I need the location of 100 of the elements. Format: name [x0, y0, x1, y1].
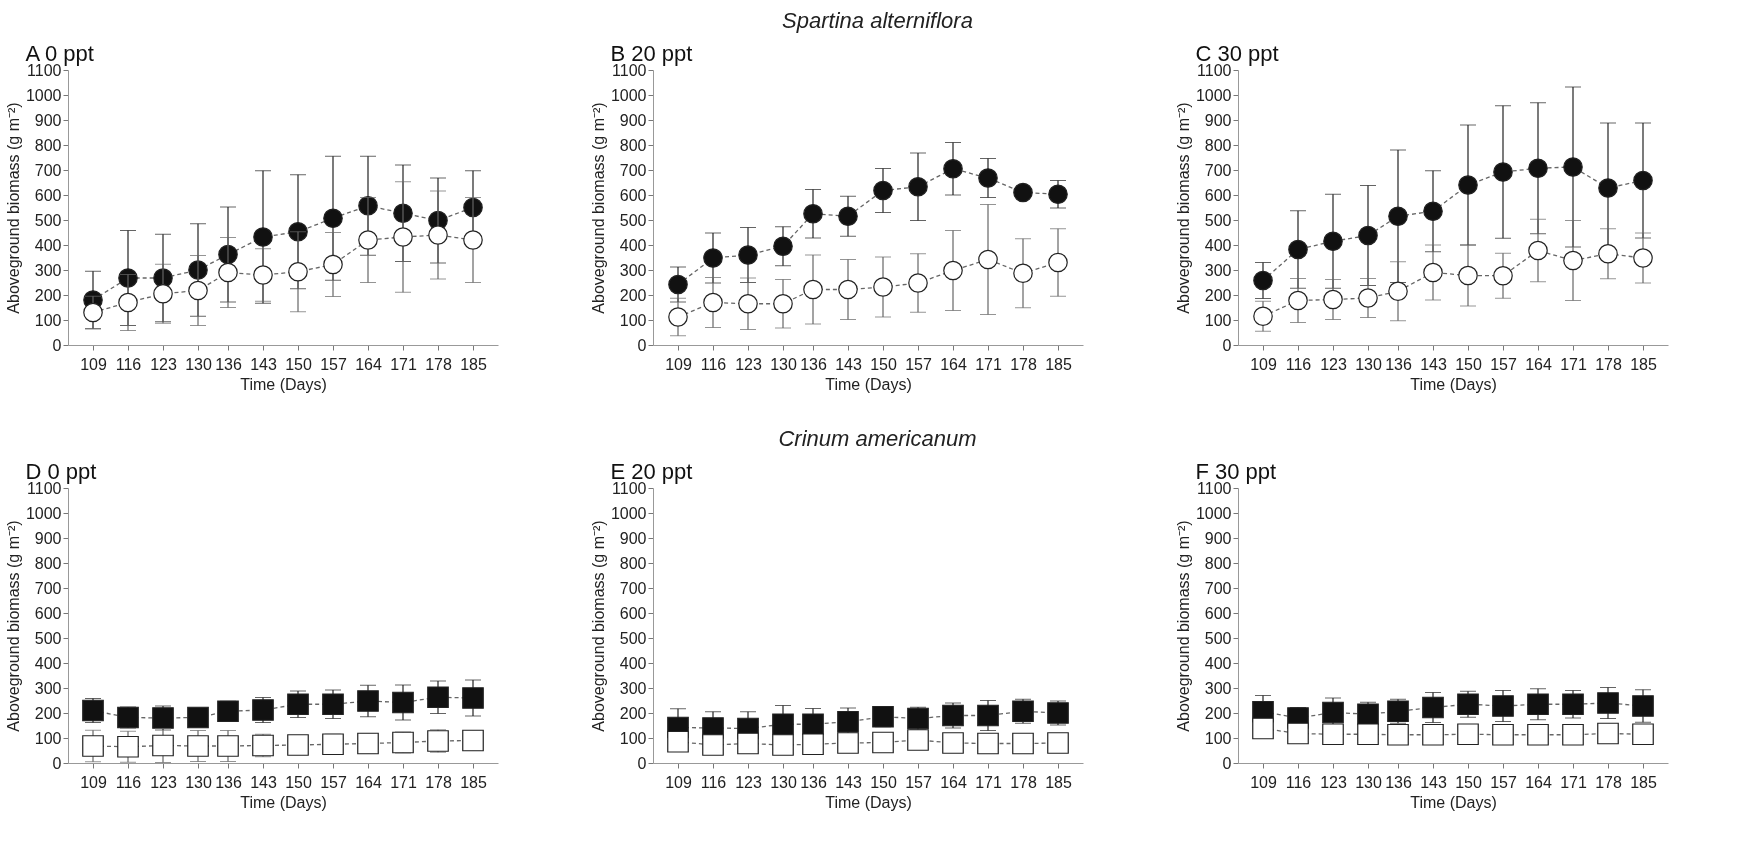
y-tick-label: 800: [1204, 136, 1232, 154]
point: [943, 260, 963, 281]
y-tick-label: 100: [1204, 311, 1232, 329]
point: [1048, 252, 1068, 273]
y-tick-label: 900: [34, 111, 62, 129]
x-tick-label: 164: [355, 773, 382, 791]
point: [803, 203, 823, 224]
y-tick-label: 300: [1204, 679, 1232, 697]
point: [1493, 265, 1513, 286]
x-tick-label: 157: [905, 355, 932, 373]
point: [907, 729, 929, 751]
point: [1357, 723, 1379, 746]
y-tick-label: 1100: [612, 61, 647, 79]
y-tick-label: 400: [34, 654, 62, 672]
point: [837, 710, 859, 733]
y-tick-label: 0: [52, 754, 62, 772]
point: [908, 273, 928, 293]
point: [1562, 693, 1584, 716]
point: [702, 734, 724, 756]
point: [1633, 170, 1653, 191]
y-tick-label: 800: [34, 554, 62, 572]
point: [1288, 290, 1308, 311]
point: [287, 734, 309, 756]
y-tick-label: 400: [619, 654, 647, 672]
point: [323, 208, 343, 229]
point: [667, 730, 689, 753]
y-tick-label: 700: [619, 579, 647, 597]
point: [1597, 692, 1619, 714]
x-tick-label: 178: [425, 773, 452, 791]
y-tick-label: 700: [1204, 161, 1232, 179]
x-tick-label: 109: [80, 355, 107, 373]
point: [977, 732, 999, 755]
x-tick-label: 178: [1010, 773, 1037, 791]
point: [1598, 178, 1618, 198]
x-tick-label: 123: [735, 773, 762, 791]
point: [1013, 182, 1033, 203]
y-tick-label: 300: [619, 679, 647, 697]
x-tick-label: 130: [185, 355, 212, 373]
y-tick-label: 1000: [610, 86, 647, 104]
x-tick-label: 143: [835, 355, 862, 373]
point: [772, 713, 794, 736]
point: [802, 733, 824, 756]
x-tick-label: 123: [1320, 773, 1347, 791]
point: [322, 693, 344, 716]
x-tick-label: 109: [80, 773, 107, 791]
point: [117, 735, 139, 758]
point: [1458, 265, 1478, 286]
y-tick-label: 0: [637, 754, 647, 772]
x-tick-label: 143: [250, 773, 277, 791]
x-tick-label: 130: [770, 355, 797, 373]
x-tick-label: 136: [215, 773, 242, 791]
x-tick-label: 130: [185, 773, 212, 791]
point: [1323, 289, 1343, 310]
y-tick-label: 900: [1204, 111, 1232, 129]
y-tick-label: 300: [1204, 261, 1232, 279]
point: [1423, 201, 1443, 222]
y-tick-label: 1000: [25, 504, 62, 522]
y-tick-label: 100: [34, 729, 62, 747]
y-tick-label: 600: [619, 186, 647, 204]
x-axis-title: Time (Days): [240, 793, 327, 811]
x-tick-label: 130: [770, 773, 797, 791]
x-tick-label: 185: [1630, 355, 1657, 373]
point: [1563, 250, 1583, 271]
x-tick-label: 185: [460, 355, 487, 373]
y-tick-label: 400: [34, 236, 62, 254]
x-tick-label: 157: [1490, 773, 1517, 791]
y-tick-label: 0: [637, 336, 647, 354]
point: [1288, 239, 1308, 260]
x-tick-label: 150: [870, 773, 897, 791]
x-tick-label: 136: [215, 355, 242, 373]
point: [1323, 231, 1343, 252]
point: [357, 690, 379, 712]
x-tick-label: 143: [1420, 355, 1447, 373]
y-tick-label: 700: [34, 161, 62, 179]
point: [187, 706, 209, 729]
y-tick-label: 200: [1204, 704, 1232, 722]
x-axis-title: Time (Days): [1410, 375, 1497, 393]
y-tick-label: 1100: [27, 61, 62, 79]
point: [703, 292, 723, 313]
y-tick-label: 200: [34, 704, 62, 722]
point: [1632, 695, 1654, 717]
point: [943, 158, 963, 179]
x-tick-label: 136: [800, 773, 827, 791]
x-tick-label: 136: [1385, 355, 1412, 373]
x-tick-label: 123: [150, 355, 177, 373]
point: [1458, 175, 1478, 195]
y-tick-label: 500: [1204, 211, 1232, 229]
x-tick-label: 185: [460, 773, 487, 791]
point: [668, 274, 688, 295]
y-tick-label: 1000: [1195, 504, 1232, 522]
point: [978, 168, 998, 188]
x-tick-label: 157: [1490, 355, 1517, 373]
y-tick-label: 400: [1204, 654, 1232, 672]
x-tick-label: 123: [735, 355, 762, 373]
y-tick-label: 900: [1204, 529, 1232, 547]
point: [1423, 262, 1443, 283]
y-tick-label: 700: [34, 579, 62, 597]
point: [873, 277, 893, 297]
point: [837, 732, 859, 754]
point: [393, 227, 413, 247]
